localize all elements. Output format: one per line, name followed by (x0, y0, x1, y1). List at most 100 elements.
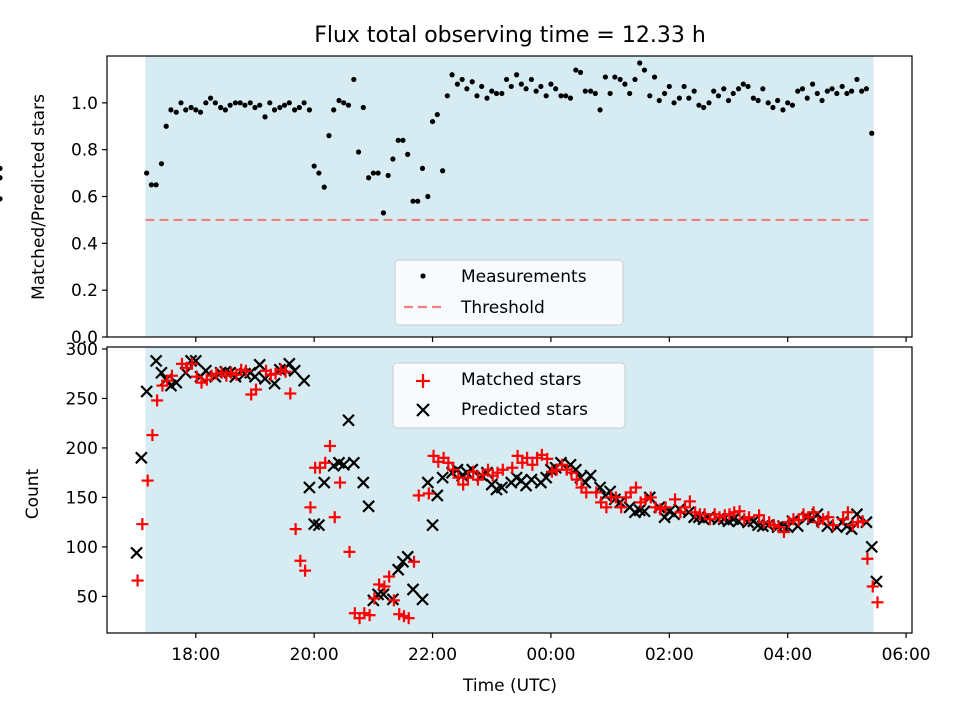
measurement-point (277, 104, 283, 111)
bottom-x-tick-label: 02:00 (645, 645, 694, 665)
matched-star-point (279, 365, 292, 378)
matched-star-point (565, 466, 578, 479)
measurement-point (804, 95, 810, 101)
top-y-tick-label: 0.4 (71, 234, 98, 254)
measurement-point (508, 83, 514, 90)
measurement-point (474, 93, 480, 99)
measurement-point (637, 60, 643, 66)
measurement-point (464, 86, 470, 92)
measurement-point (706, 100, 712, 106)
measurement-point (597, 107, 603, 113)
measurement-point (193, 107, 199, 113)
measurement-point (617, 76, 623, 83)
top-panel: 0.0 0.2 0.4 0.6 0.8 1.0 Matched/Predicted sta… (0, 55, 913, 348)
measurement-point (819, 97, 825, 104)
matched-star-point (777, 526, 790, 539)
predicted-star-point (342, 413, 355, 427)
measurement-point (410, 198, 416, 204)
measurement-point (405, 151, 411, 157)
predicted-star-point (421, 476, 435, 489)
measurement-point (286, 100, 292, 106)
matched-star-point (713, 511, 726, 524)
matched-star-point (817, 513, 830, 526)
matched-star-point (323, 439, 336, 452)
measurement-point (789, 102, 796, 108)
measurement-point (701, 104, 707, 111)
measurement-point (331, 107, 337, 113)
measurement-point (415, 198, 421, 204)
matched-star-point (447, 463, 460, 476)
measurement-point (666, 83, 672, 90)
measurement-point (567, 95, 574, 101)
measurement-point (622, 81, 628, 87)
predicted-star-point (633, 504, 646, 517)
measurement-point (493, 90, 500, 97)
matched-star-point (629, 481, 642, 494)
measurement-point (686, 95, 692, 101)
measurement-point (336, 97, 342, 104)
predicted-star-point (297, 374, 311, 387)
measurement-point (183, 107, 189, 113)
predicted-star-point (135, 451, 148, 465)
measurement-point (587, 88, 594, 94)
matched-star-point (871, 596, 884, 609)
matched-star-point (299, 564, 312, 577)
matched-star-point (609, 491, 622, 504)
predicted-star-point (149, 354, 163, 368)
bottom-y-ticks: 50 100 150 200 250 300 (66, 340, 107, 607)
measurement-point (296, 104, 302, 111)
matched-star-point (334, 476, 347, 489)
measurement-point (632, 76, 638, 83)
measurement-point (859, 88, 865, 94)
measurement-point (212, 100, 218, 106)
measurement-point (681, 83, 687, 90)
predicted-star-point (312, 518, 326, 532)
measurement-point (543, 93, 549, 99)
measurement-point (824, 88, 830, 94)
measurement-point (197, 109, 204, 115)
measurement-point (227, 102, 233, 108)
measurement-point (469, 79, 475, 85)
measurement-point (237, 100, 243, 106)
matched-star-point (136, 518, 149, 531)
predicted-star-point (357, 476, 370, 489)
matched-star-point (743, 511, 756, 524)
measurement-point (627, 90, 633, 97)
predicted-star-point (436, 471, 449, 484)
matched-star-point (526, 458, 539, 471)
top-y-tick-label: 0.0 (71, 328, 98, 348)
matched-star-point (358, 607, 371, 620)
measurement-point (740, 81, 746, 87)
matched-star-point (373, 578, 386, 591)
measurement-point (163, 123, 169, 129)
predicted-star-point (584, 469, 597, 482)
matched-star-point (822, 511, 835, 524)
measurement-point (0, 175, 3, 181)
measurement-point (528, 76, 535, 83)
measurement-point (459, 76, 465, 83)
matched-star-point (328, 511, 341, 524)
matched-star-point (659, 501, 672, 514)
bottom-x-tick-label: 18:00 (171, 645, 220, 665)
measurement-point (750, 95, 756, 101)
bottom-y-tick-label: 300 (66, 340, 98, 360)
measurement-point (144, 170, 150, 176)
measurement-point (0, 165, 3, 171)
bottom-x-tick-label: 20:00 (290, 645, 339, 665)
matched-star-point (590, 486, 603, 499)
measurement-point (612, 74, 618, 80)
measurement-point (281, 102, 288, 108)
matched-star-point (363, 609, 376, 622)
matched-star-point (284, 387, 297, 400)
top-legend: Measurements Threshold (394, 259, 624, 326)
bottom-x-tick-label: 22:00 (408, 645, 457, 665)
bottom-y-tick-label: 200 (66, 439, 98, 459)
matched-star-point (186, 357, 199, 370)
matched-star-point (249, 383, 262, 396)
bottom-legend: Matched stars Predicted stars (392, 362, 626, 429)
top-y-axis-label: Matched/Predicted stars (29, 94, 49, 300)
matched-star-point (807, 506, 820, 519)
measurement-point (558, 93, 564, 99)
measurement-point (795, 88, 801, 94)
